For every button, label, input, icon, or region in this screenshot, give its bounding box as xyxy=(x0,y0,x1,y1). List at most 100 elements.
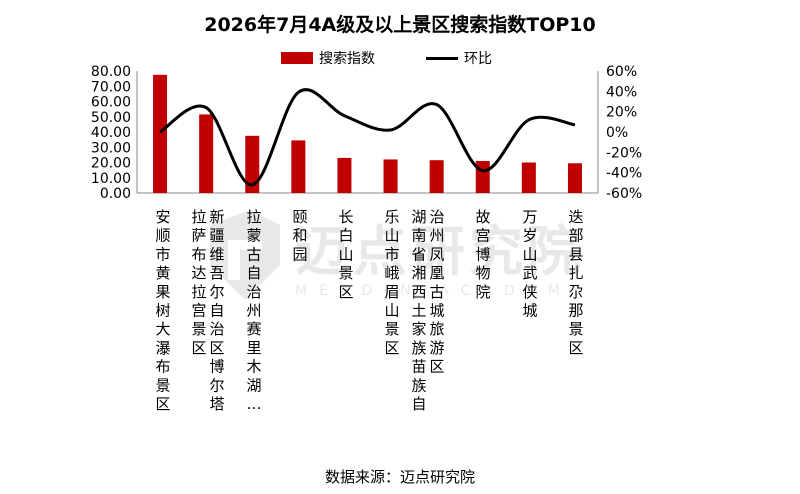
legend-bar-label: 搜索指数 xyxy=(319,51,375,67)
bar xyxy=(153,74,168,193)
category-label-char: 侠 xyxy=(522,283,537,301)
category-label-char: 故 xyxy=(475,208,490,226)
category-label-char: 万 xyxy=(522,208,537,226)
category-label-char: 乐 xyxy=(384,208,399,226)
category-label-char: 治 xyxy=(246,283,261,301)
category-label-char: 山 xyxy=(384,227,399,245)
category-label-char: 尕 xyxy=(568,283,583,301)
category-label-char: 宫 xyxy=(191,302,206,320)
category-label-char: 山 xyxy=(338,245,353,263)
category-label-char: 萨 xyxy=(191,227,206,245)
category-label-char: 瀑 xyxy=(155,339,170,357)
right-tick-label: 20% xyxy=(606,105,637,121)
bar xyxy=(245,135,260,193)
category-label-char: 西 xyxy=(411,283,426,301)
bar xyxy=(567,163,582,193)
category-label-char: 尔 xyxy=(209,376,224,394)
left-tick-label: 50.00 xyxy=(91,110,131,126)
category-label-char: 拉 xyxy=(246,208,261,226)
category-label-char: 城 xyxy=(429,302,444,320)
category-label-char: 里 xyxy=(246,339,261,357)
category-label-char: 岁 xyxy=(522,227,537,245)
category-label-char: 树 xyxy=(155,302,170,320)
category-label-char: 布 xyxy=(155,358,170,376)
bar xyxy=(199,114,214,193)
category-label-char: 木 xyxy=(246,358,261,376)
category-label-char: 黄 xyxy=(155,264,170,282)
line-series xyxy=(159,88,576,187)
left-tick-label: 20.00 xyxy=(91,156,131,172)
category-label-char: 迭 xyxy=(568,208,583,226)
category-label-char: 蒙 xyxy=(246,227,261,245)
category-label-char: 区 xyxy=(338,283,353,301)
category-label-char: 自 xyxy=(246,264,261,282)
category-label-char: 山 xyxy=(384,302,399,320)
category-label-char: 景 xyxy=(155,376,170,394)
category-label-char: 宫 xyxy=(475,227,490,245)
right-tick-label: -20% xyxy=(606,145,642,161)
category-label-char: 安 xyxy=(155,208,170,226)
category-label-char: 省 xyxy=(411,245,426,263)
right-tick-label: -40% xyxy=(606,166,642,182)
source-note: 数据来源：迈点研究院 xyxy=(324,468,475,486)
category-label-char: 拉 xyxy=(191,283,206,301)
category-label-char: 吾 xyxy=(209,264,224,282)
category-label-char: 赛 xyxy=(246,320,261,338)
category-label-char: 凰 xyxy=(429,264,444,282)
category-label-char: 拉 xyxy=(191,208,206,226)
category-label-char: 峨 xyxy=(384,264,399,282)
category-label-char: 新 xyxy=(209,208,224,226)
category-label-char: 州 xyxy=(246,302,261,320)
category-label-char: 园 xyxy=(292,245,307,263)
legend-line-label: 环比 xyxy=(464,51,492,67)
category-label-char: 凤 xyxy=(429,245,444,263)
bar xyxy=(521,162,536,193)
category-label-char: … xyxy=(247,395,262,413)
category-label-char: 州 xyxy=(429,227,444,245)
right-tick-label: 60% xyxy=(606,64,637,80)
category-label-char: 家 xyxy=(411,320,426,338)
left-tick-label: 70.00 xyxy=(91,79,131,95)
category-label-char: 治 xyxy=(209,320,224,338)
category-label-char: 景 xyxy=(191,320,206,338)
category-label-char: 眉 xyxy=(384,283,399,301)
left-tick-label: 30.00 xyxy=(91,140,131,156)
category-label-char: 古 xyxy=(429,283,444,301)
category-label-char: 顺 xyxy=(155,227,170,245)
category-label-char: 疆 xyxy=(209,227,224,245)
category-label-char: 博 xyxy=(209,358,224,376)
right-tick-label: 0% xyxy=(606,125,628,141)
category-label-char: 县 xyxy=(568,245,583,263)
legend-bar-swatch xyxy=(281,52,313,64)
category-label-char: 土 xyxy=(411,302,426,320)
left-tick-label: 10.00 xyxy=(91,171,131,187)
category-label-char: 院 xyxy=(475,283,490,301)
category-label-char: 部 xyxy=(568,227,583,245)
category-label-char: 塔 xyxy=(209,395,224,413)
category-label-char: 区 xyxy=(568,339,583,357)
category-label-char: 那 xyxy=(568,302,583,320)
category-label-char: 达 xyxy=(191,264,206,282)
category-label-char: 区 xyxy=(191,339,206,357)
left-tick-label: 0.00 xyxy=(100,186,131,202)
bar xyxy=(337,157,352,193)
category-label-char: 区 xyxy=(384,339,399,357)
category-label-char: 山 xyxy=(522,245,537,263)
category-label-char: 景 xyxy=(338,264,353,282)
category-label-char: 自 xyxy=(411,395,426,413)
bar xyxy=(291,140,306,193)
category-label-char: 南 xyxy=(411,227,426,245)
category-label-char: 旅 xyxy=(429,320,444,338)
category-label-char: 维 xyxy=(209,245,224,263)
left-tick-label: 80.00 xyxy=(91,64,131,80)
category-label-char: 古 xyxy=(246,245,261,263)
category-label-char: 湖 xyxy=(246,376,261,394)
category-label-char: 苗 xyxy=(411,358,426,376)
category-label-char: 自 xyxy=(209,302,224,320)
category-label-char: 区 xyxy=(155,395,170,413)
category-label-char: 区 xyxy=(209,339,224,357)
category-label-char: 物 xyxy=(475,264,490,282)
left-tick-label: 40.00 xyxy=(91,125,131,141)
category-label-char: 尔 xyxy=(209,283,224,301)
category-label-char: 颐 xyxy=(292,208,307,226)
